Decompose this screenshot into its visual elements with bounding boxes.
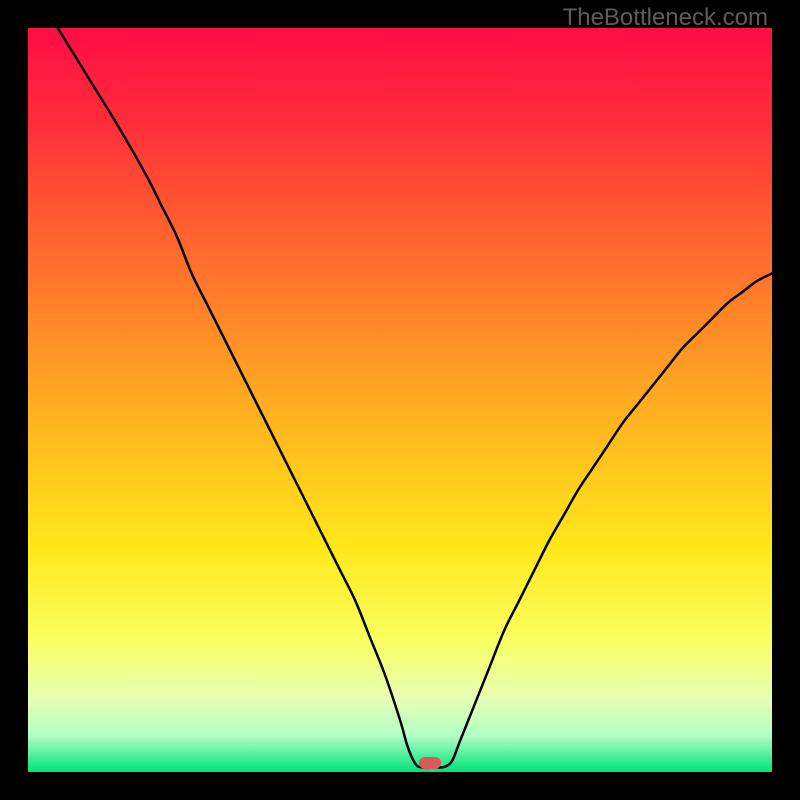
- plot-area: [28, 28, 772, 772]
- optimum-marker: [419, 757, 441, 769]
- chart-container: TheBottleneck.com: [0, 0, 800, 800]
